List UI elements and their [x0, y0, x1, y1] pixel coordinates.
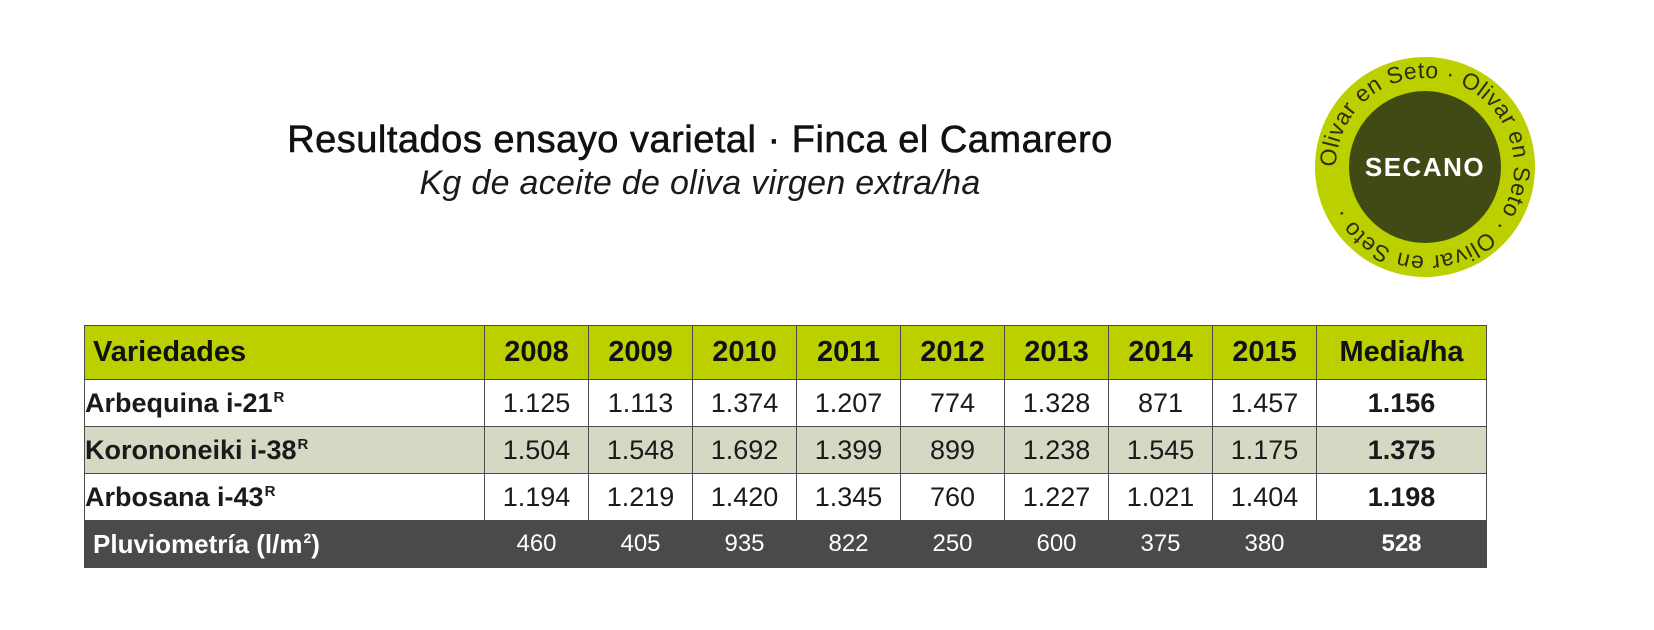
table-cell: 1.345 [796, 473, 901, 521]
table-cell: 1.219 [588, 473, 693, 521]
header-year: 2013 [1004, 325, 1109, 380]
table-cell: 1.457 [1212, 379, 1317, 427]
table-cell: 1.125 [484, 379, 589, 427]
table-row: Arbosana i-43R 1.194 1.219 1.420 1.345 7… [84, 473, 1487, 521]
rainfall-cell: 375 [1108, 520, 1213, 568]
variety-name: Arbosana i-43R [84, 473, 485, 521]
variety-sup: R [273, 388, 285, 406]
table-cell: 1.504 [484, 426, 589, 474]
table-cell: 760 [900, 473, 1005, 521]
table-cell: 1.420 [692, 473, 797, 521]
rainfall-row: Pluviometría (l/m2) 460 405 935 822 250 … [84, 520, 1487, 568]
header-year: 2008 [484, 325, 589, 380]
table-cell: 899 [900, 426, 1005, 474]
header-year: 2009 [588, 325, 693, 380]
rainfall-label: Pluviometría (l/m2) [84, 520, 485, 568]
variety-name: Korononeiki i-38R [84, 426, 485, 474]
table-cell: 1.021 [1108, 473, 1213, 521]
results-table: Variedades 2008 2009 2010 2011 2012 2013… [84, 325, 1487, 568]
rainfall-cell: 822 [796, 520, 901, 568]
badge-center [1349, 91, 1501, 243]
table-cell: 1.545 [1108, 426, 1213, 474]
table-cell: 1.374 [692, 379, 797, 427]
table-row: Arbequina i-21R 1.125 1.113 1.374 1.207 … [84, 379, 1487, 427]
table-cell: 871 [1108, 379, 1213, 427]
average-cell: 1.198 [1316, 473, 1487, 521]
rainfall-cell: 250 [900, 520, 1005, 568]
table-cell: 1.207 [796, 379, 901, 427]
rainfall-cell: 935 [692, 520, 797, 568]
page-subtitle: Kg de aceite de oliva virgen extra/ha [419, 164, 981, 202]
rainfall-label-end: ) [311, 528, 320, 559]
variety-label: Arbosana i-43 [85, 481, 264, 512]
rainfall-cell: 600 [1004, 520, 1109, 568]
header-year: 2011 [796, 325, 901, 380]
table-cell: 1.692 [692, 426, 797, 474]
header-row: Variedades 2008 2009 2010 2011 2012 2013… [84, 325, 1487, 380]
table-cell: 1.328 [1004, 379, 1109, 427]
header-year: 2010 [692, 325, 797, 380]
header-varieties: Variedades [84, 325, 485, 380]
variety-label: Korononeiki i-38 [85, 434, 297, 465]
variety-label: Arbequina i-21 [85, 387, 273, 418]
badge-graphic: Olivar en Seto · Olivar en Seto · Olivar… [1315, 57, 1535, 277]
header-year: 2015 [1212, 325, 1317, 380]
rainfall-label-sup: 2 [303, 529, 312, 546]
table-cell: 1.238 [1004, 426, 1109, 474]
rainfall-cell: 405 [588, 520, 693, 568]
average-cell: 1.156 [1316, 379, 1487, 427]
rainfall-cell: 380 [1212, 520, 1317, 568]
header-year: 2012 [900, 325, 1005, 380]
average-cell: 1.375 [1316, 426, 1487, 474]
table-cell: 1.399 [796, 426, 901, 474]
header-average: Media/ha [1316, 325, 1487, 380]
table-cell: 774 [900, 379, 1005, 427]
header-year: 2014 [1108, 325, 1213, 380]
rainfall-cell: 460 [484, 520, 589, 568]
rainfall-label-text: Pluviometría (l/m [93, 528, 303, 559]
secano-badge: Olivar en Seto · Olivar en Seto · Olivar… [1310, 52, 1540, 282]
table-cell: 1.113 [588, 379, 693, 427]
variety-sup: R [264, 482, 276, 500]
table-cell: 1.404 [1212, 473, 1317, 521]
table-cell: 1.548 [588, 426, 693, 474]
badge-center-text: SECANO [1365, 152, 1485, 182]
variety-name: Arbequina i-21R [84, 379, 485, 427]
variety-sup: R [297, 435, 309, 453]
rainfall-average-cell: 528 [1316, 520, 1487, 568]
table-cell: 1.175 [1212, 426, 1317, 474]
table-row: Korononeiki i-38R 1.504 1.548 1.692 1.39… [84, 426, 1487, 474]
table-cell: 1.194 [484, 473, 589, 521]
title-block: Resultados ensayo varietal · Finca el Ca… [180, 118, 1220, 204]
table-cell: 1.227 [1004, 473, 1109, 521]
page-title: Resultados ensayo varietal · Finca el Ca… [287, 119, 1113, 162]
